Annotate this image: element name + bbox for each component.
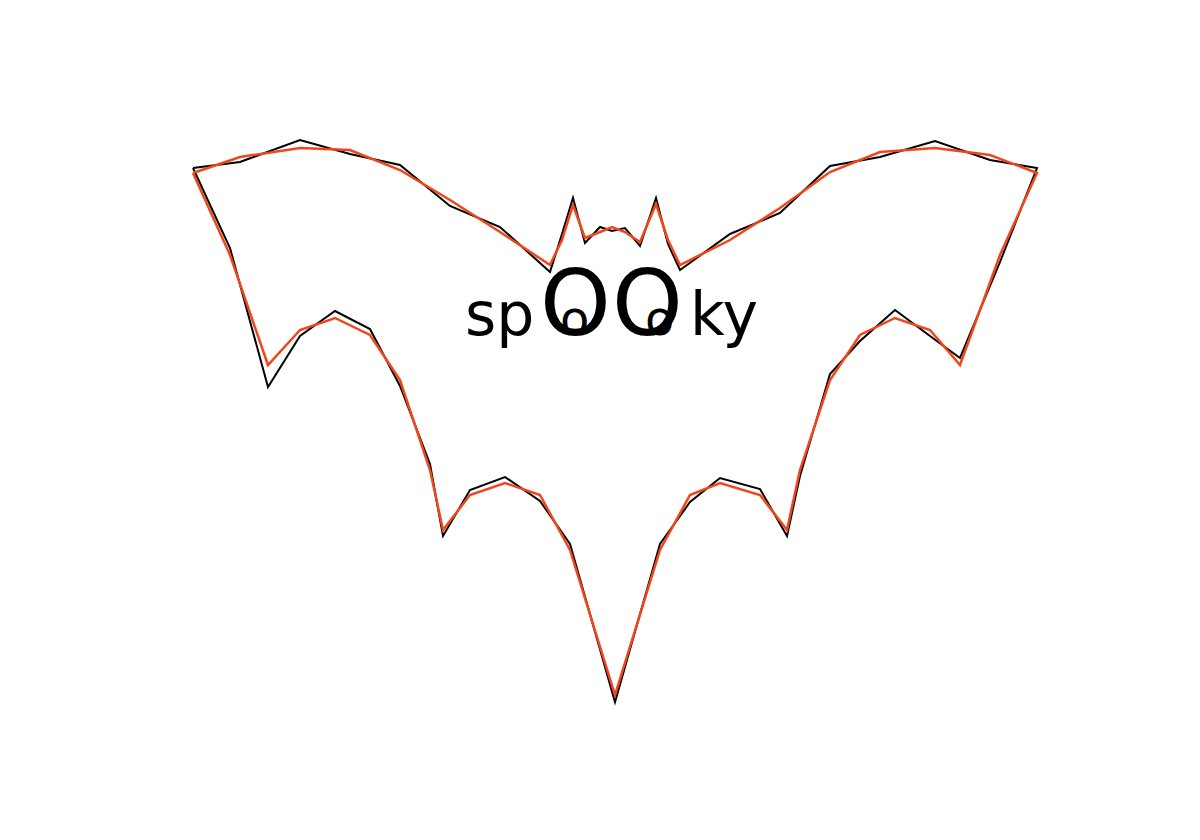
svg-text:o: o [560,290,589,346]
svg-text:ky: ky [690,279,758,349]
svg-text:O: O [540,251,611,356]
svg-text:sp: sp [465,279,534,349]
svg-text:o: o [645,290,674,346]
svg-text:O: O [612,251,683,356]
